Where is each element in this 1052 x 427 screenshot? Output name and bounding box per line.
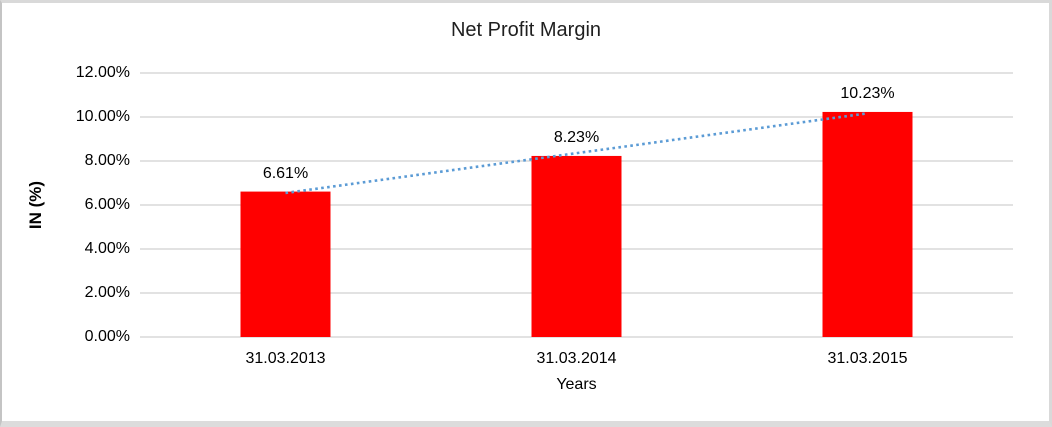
x-category-label: 31.03.2014 [536, 350, 617, 367]
trendline [285, 112, 868, 195]
chart-title: Net Profit Margin [450, 19, 602, 41]
x-category-label: 31.03.2013 [245, 350, 326, 367]
bar [240, 191, 331, 337]
bar [531, 155, 622, 337]
y-tick-label: 8.00% [84, 152, 130, 169]
y-tick-label: 0.00% [84, 328, 130, 345]
y-tick-label: 4.00% [84, 240, 130, 257]
x-category-label: 31.03.2015 [827, 350, 908, 367]
y-tick-label: 12.00% [75, 64, 130, 81]
bar-value-label: 8.23% [553, 128, 600, 146]
x-axis-title: Years [556, 376, 597, 393]
y-tick-label: 6.00% [84, 196, 130, 213]
bar-value-label: 6.61% [262, 164, 309, 182]
y-tick-label: 10.00% [75, 108, 130, 125]
y-tick-label: 2.00% [84, 284, 130, 301]
bar-value-label: 10.23% [840, 84, 895, 102]
bar [822, 111, 913, 337]
